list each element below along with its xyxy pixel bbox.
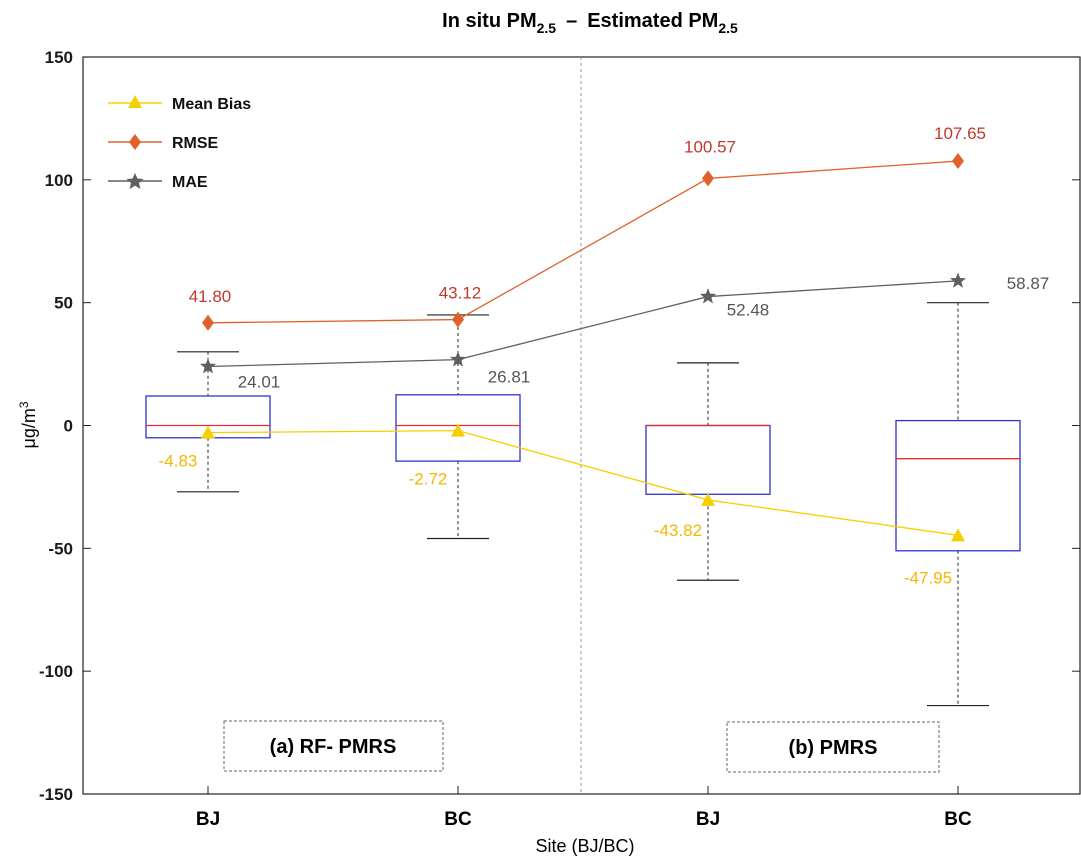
rmse-data-label: 43.12 <box>439 284 482 303</box>
mean-bias-marker <box>201 425 215 439</box>
panel-b: (b) PMRS <box>726 721 940 773</box>
y-tick-label: -150 <box>39 785 73 804</box>
mean-bias-marker <box>701 492 715 506</box>
y-tick-label: -50 <box>48 539 73 558</box>
y-tick-label: 100 <box>45 171 73 190</box>
mae-data-label: 58.87 <box>1007 274 1050 293</box>
box <box>645 424 771 495</box>
mae-marker <box>199 358 217 374</box>
rmse-marker <box>702 170 714 187</box>
panel-a-box <box>223 720 444 772</box>
boxplots <box>145 302 1021 707</box>
x-axis: BJ BC BJ BC <box>196 786 972 830</box>
rmse-data-label: 100.57 <box>684 137 736 156</box>
mae-data-label: 26.81 <box>488 368 531 387</box>
mae-marker <box>449 351 467 367</box>
legend-star-icon <box>126 173 144 189</box>
legend-label-rmse: RMSE <box>172 135 219 152</box>
legend: Mean Bias RMSE MAE <box>108 95 251 191</box>
boxplot <box>645 362 771 581</box>
mae-marker <box>699 288 717 304</box>
mean-bias-marker <box>451 423 465 437</box>
mae-line <box>207 280 959 368</box>
box <box>895 419 1021 552</box>
rmse-marker <box>952 153 964 170</box>
mean-bias-data-label: -43.82 <box>654 521 702 540</box>
y-axis-title: μg/m3 <box>17 401 39 448</box>
x-tick-label: BC <box>444 809 472 830</box>
legend-label-mean-bias: Mean Bias <box>172 96 251 113</box>
boxplot <box>895 302 1021 707</box>
title-left: In situ PM <box>442 10 536 32</box>
y-tick-label: 0 <box>64 417 73 436</box>
mae-data-label: 52.48 <box>727 301 770 320</box>
legend-triangle-icon <box>128 95 142 108</box>
x-axis-title: Site (BJ/BC) <box>535 836 634 856</box>
y-axis: -150 -100 -50 0 50 100 150 <box>39 48 1080 804</box>
panel-b-label: (b) PMRS <box>789 737 878 759</box>
rmse-data-label: 41.80 <box>189 287 232 306</box>
rmse-marker <box>452 311 464 328</box>
mean-bias-data-label: -2.72 <box>409 470 448 489</box>
mean-bias-data-label: -47.95 <box>904 568 952 587</box>
legend-label-mae: MAE <box>172 174 208 191</box>
mean-bias-data-label: -4.83 <box>159 452 198 471</box>
data-labels: -4.83 -2.72 -43.82 -47.95 41.80 43.12 100.57 10… <box>159 124 1050 587</box>
y-axis-title-sup: 3 <box>17 401 31 408</box>
panel-a: (a) RF- PMRS <box>223 720 444 772</box>
rmse-line <box>207 160 959 324</box>
mae-marker <box>949 272 967 288</box>
y-tick-label: -100 <box>39 662 73 681</box>
rmse-marker <box>202 314 214 331</box>
series-lines <box>199 153 967 542</box>
box <box>395 394 521 462</box>
y-tick-label: 50 <box>54 294 73 313</box>
x-tick-label: BJ <box>196 809 220 830</box>
y-tick-label: 150 <box>45 48 73 67</box>
x-tick-label: BJ <box>696 809 720 830</box>
mean-bias-line <box>207 430 959 536</box>
mae-data-label: 24.01 <box>238 373 281 392</box>
chart-title: In situ PM2.5– Estimated PM2.5 <box>442 10 738 36</box>
x-tick-label: BC <box>944 809 972 830</box>
legend-diamond-icon <box>129 134 141 150</box>
y-axis-title-base: μg/m <box>19 408 39 448</box>
title-right: Estimated PM <box>587 10 718 32</box>
rmse-data-label: 107.65 <box>934 124 986 143</box>
title-separator: – <box>566 10 577 32</box>
mean-bias-marker <box>951 528 965 542</box>
title-left-sub: 2.5 <box>537 20 557 36</box>
title-right-sub: 2.5 <box>718 20 738 36</box>
panel-a-label: (a) RF- PMRS <box>270 736 397 758</box>
panel-b-box <box>726 721 940 773</box>
